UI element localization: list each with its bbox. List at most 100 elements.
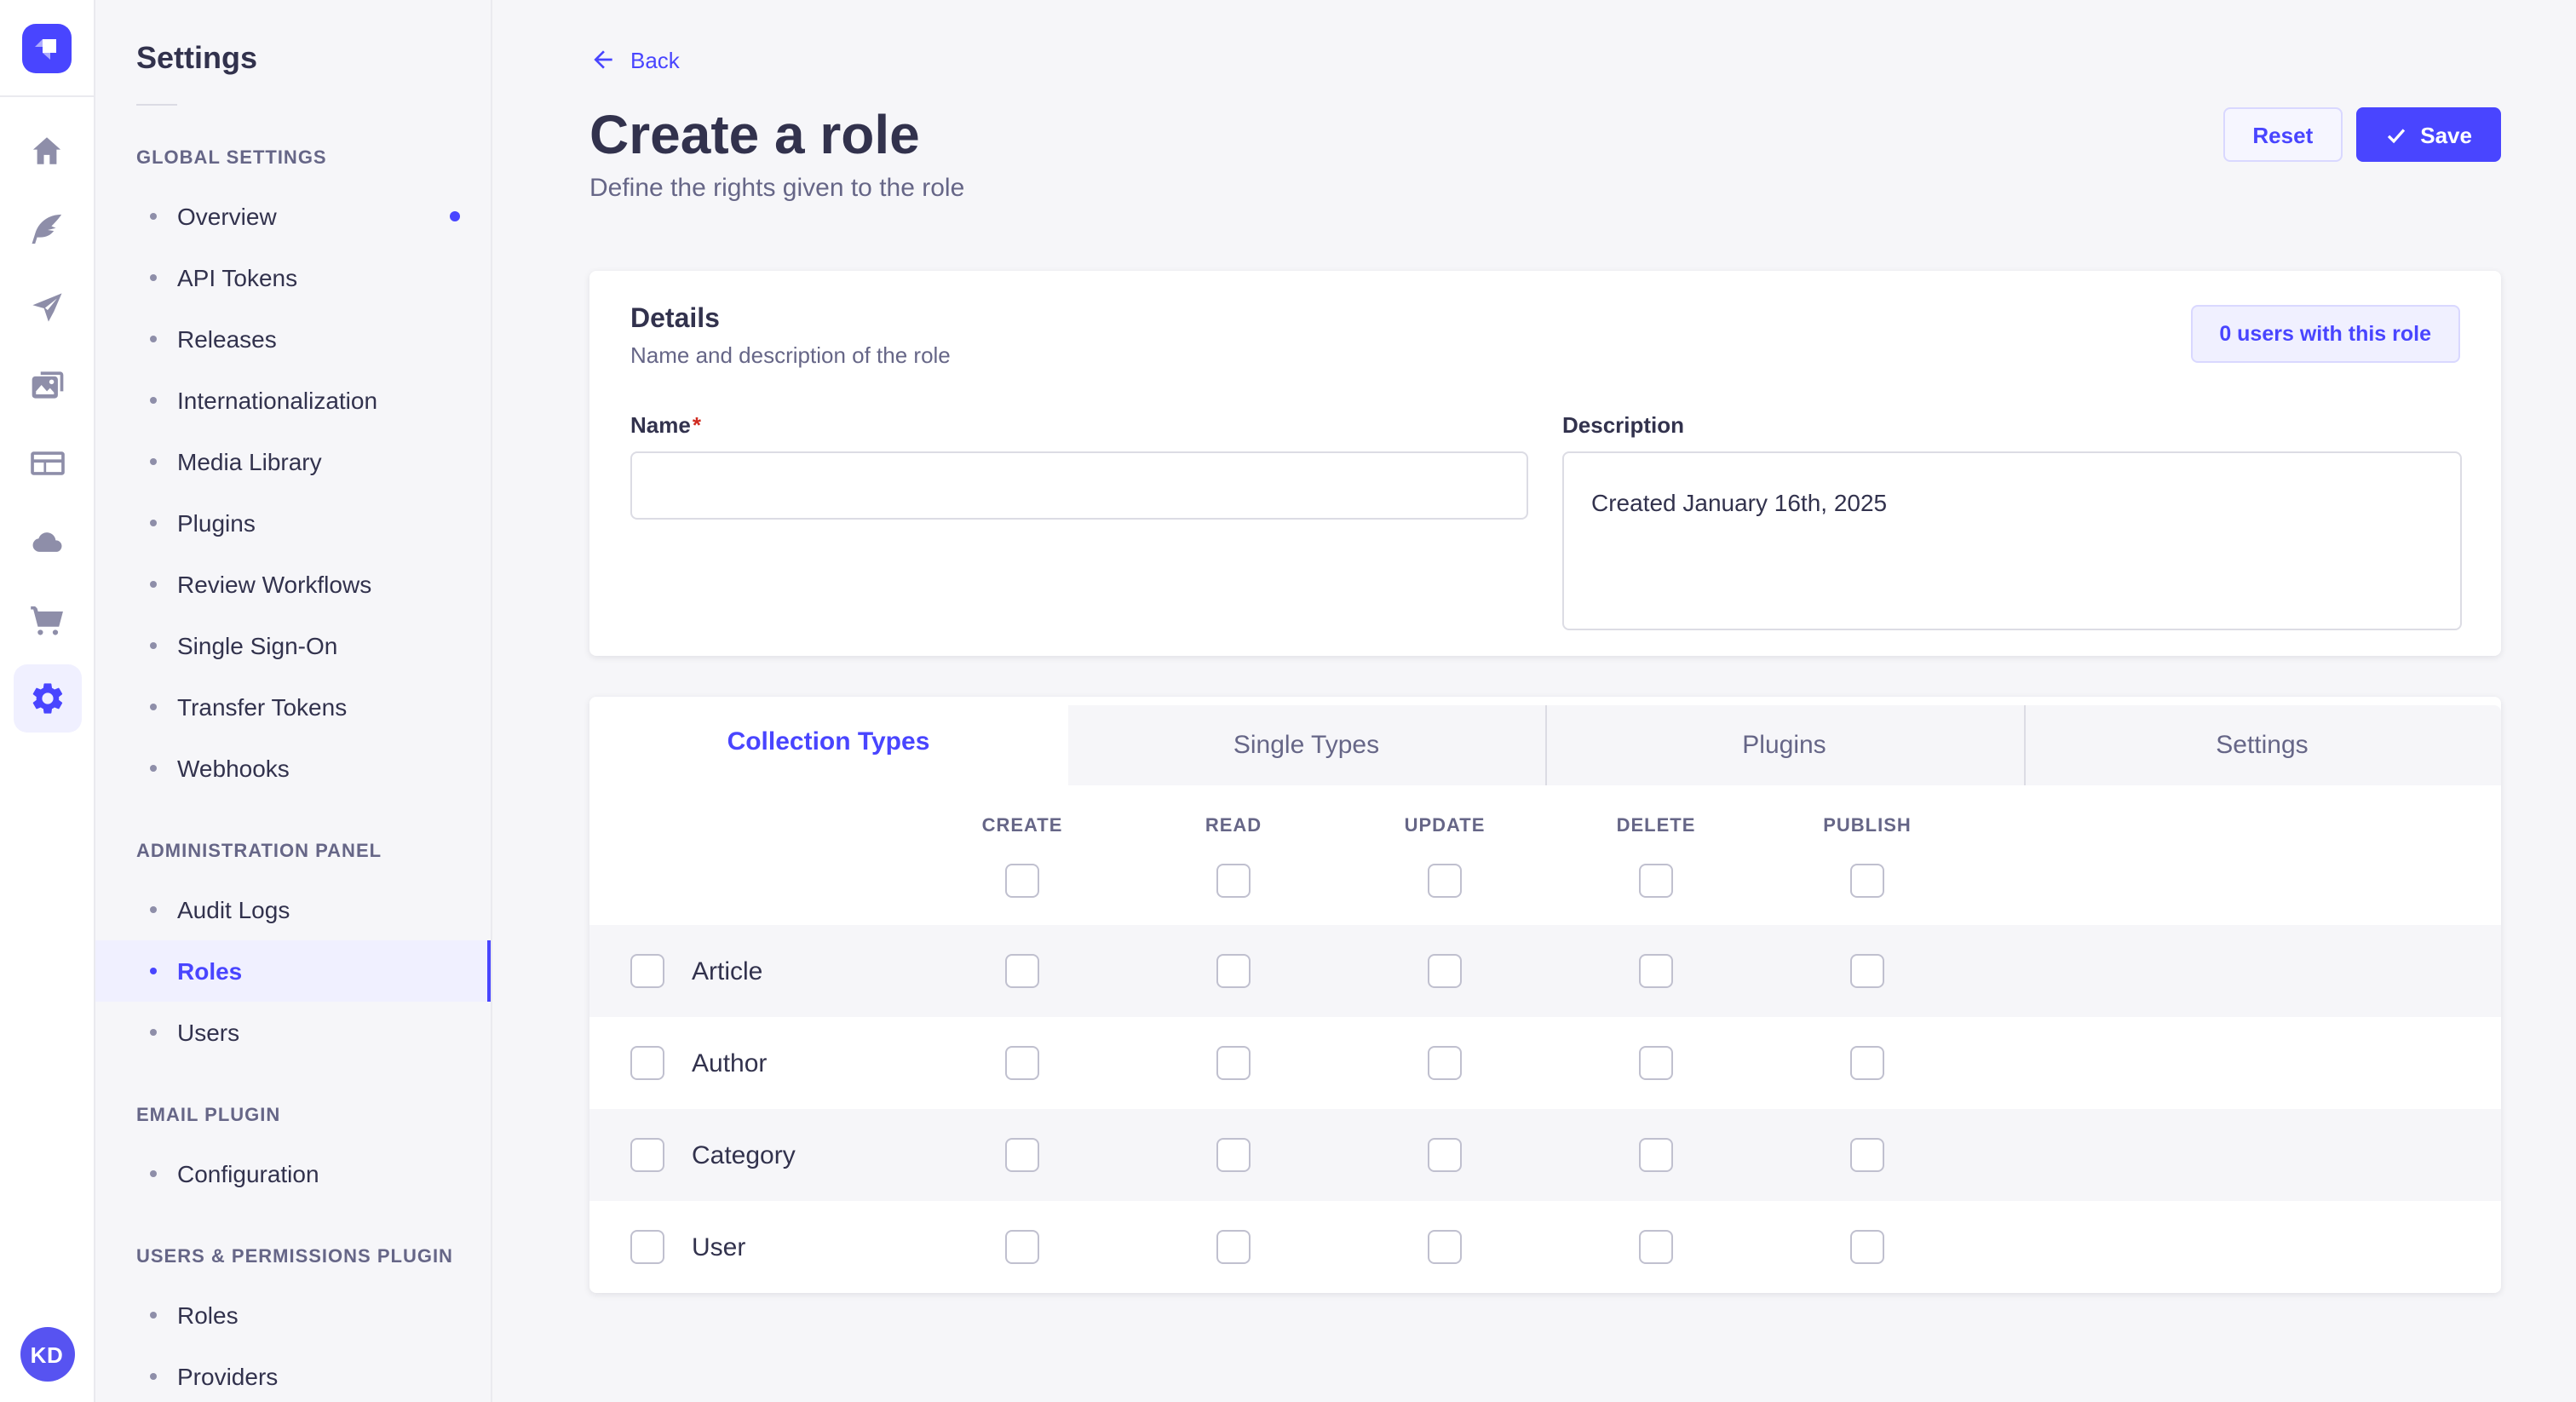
article-create-checkbox[interactable] (1005, 954, 1039, 988)
user-delete-checkbox[interactable] (1639, 1230, 1673, 1264)
strapi-logo-icon[interactable] (22, 23, 72, 72)
reset-button[interactable]: Reset (2223, 107, 2343, 162)
sidebar-item-releases[interactable]: Releases (95, 308, 491, 370)
section-email-plugin: EMAIL PLUGIN Configuration (95, 1106, 491, 1204)
article-publish-checkbox[interactable] (1850, 954, 1884, 988)
user-create-checkbox[interactable] (1005, 1230, 1039, 1264)
bullet-icon (150, 704, 157, 710)
bullet-icon (150, 906, 157, 913)
save-button[interactable]: Save (2355, 107, 2501, 162)
section-global-settings: GLOBAL SETTINGS Overview API Tokens Rele… (95, 148, 491, 799)
column-header-update: UPDATE (1404, 816, 1486, 836)
bullet-icon (150, 1029, 157, 1036)
select-all-update-checkbox[interactable] (1428, 864, 1462, 898)
description-textarea[interactable]: Created January 16th, 2025 (1562, 451, 2462, 630)
tab-single-types[interactable]: Single Types (1067, 705, 1545, 785)
required-asterisk: * (692, 412, 701, 438)
description-label: Description (1562, 412, 1685, 438)
icon-rail: KD (0, 0, 95, 1402)
article-update-checkbox[interactable] (1428, 954, 1462, 988)
select-all-read-checkbox[interactable] (1216, 864, 1251, 898)
sidebar-item-roles-up[interactable]: Roles (95, 1284, 491, 1346)
section-users-permissions-plugin: USERS & PERMISSIONS PLUGIN Roles Provide… (95, 1247, 491, 1402)
row-select-checkbox[interactable] (630, 1138, 664, 1172)
sidebar-item-transfer-tokens[interactable]: Transfer Tokens (95, 676, 491, 738)
page-subtitle: Define the rights given to the role (589, 174, 965, 203)
sidebar-item-overview[interactable]: Overview (95, 186, 491, 247)
tab-settings[interactable]: Settings (2023, 705, 2501, 785)
column-header-delete: DELETE (1616, 816, 1696, 836)
column-header-read: READ (1205, 816, 1262, 836)
cloud-icon[interactable] (13, 508, 81, 576)
tab-collection-types[interactable]: Collection Types (589, 697, 1067, 785)
user-avatar[interactable]: KD (20, 1327, 74, 1382)
column-header-create: CREATE (981, 816, 1063, 836)
select-all-create-checkbox[interactable] (1005, 864, 1039, 898)
users-with-role-button[interactable]: 0 users with this role (2190, 305, 2460, 363)
section-label: GLOBAL SETTINGS (136, 148, 327, 169)
author-delete-checkbox[interactable] (1639, 1046, 1673, 1080)
permissions-card: Collection Types Single Types Plugins Se… (589, 697, 2501, 1293)
subnav-divider (136, 104, 177, 106)
user-update-checkbox[interactable] (1428, 1230, 1462, 1264)
row-select-checkbox[interactable] (630, 1230, 664, 1264)
article-read-checkbox[interactable] (1216, 954, 1251, 988)
category-read-checkbox[interactable] (1216, 1138, 1251, 1172)
marketplace-cart-icon[interactable] (13, 586, 81, 654)
user-publish-checkbox[interactable] (1850, 1230, 1884, 1264)
tab-plugins[interactable]: Plugins (1545, 705, 2023, 785)
sidebar-item-api-tokens[interactable]: API Tokens (95, 247, 491, 308)
user-read-checkbox[interactable] (1216, 1230, 1251, 1264)
column-header-publish: PUBLISH (1823, 816, 1912, 836)
media-images-icon[interactable] (13, 351, 81, 419)
row-select-checkbox[interactable] (630, 1046, 664, 1080)
section-label: USERS & PERMISSIONS PLUGIN (136, 1247, 453, 1267)
sidebar-item-configuration[interactable]: Configuration (95, 1143, 491, 1204)
row-select-checkbox[interactable] (630, 954, 664, 988)
category-delete-checkbox[interactable] (1639, 1138, 1673, 1172)
back-link[interactable]: Back (589, 46, 680, 73)
author-create-checkbox[interactable] (1005, 1046, 1039, 1080)
sidebar-item-providers[interactable]: Providers (95, 1346, 491, 1402)
bullet-icon (150, 968, 157, 974)
author-update-checkbox[interactable] (1428, 1046, 1462, 1080)
name-field-group: Name * (630, 411, 1528, 639)
feather-content-icon[interactable] (13, 194, 81, 262)
sidebar-item-internationalization[interactable]: Internationalization (95, 370, 491, 431)
details-card: Details Name and description of the role… (589, 271, 2501, 656)
author-read-checkbox[interactable] (1216, 1046, 1251, 1080)
author-publish-checkbox[interactable] (1850, 1046, 1884, 1080)
rail-icon-list (13, 97, 81, 733)
paper-plane-icon[interactable] (13, 273, 81, 341)
permissions-table-header: CREATE READ UPDATE DELETE PUBLISH (589, 785, 2501, 925)
bullet-icon (150, 581, 157, 588)
table-row-user: User (589, 1201, 2501, 1293)
table-row-article: Article (589, 925, 2501, 1017)
bullet-icon (150, 642, 157, 649)
bullet-icon (150, 1170, 157, 1177)
layout-icon[interactable] (13, 429, 81, 497)
select-all-delete-checkbox[interactable] (1639, 864, 1673, 898)
settings-subnav: Settings GLOBAL SETTINGS Overview API To… (95, 0, 492, 1402)
permissions-tabs: Collection Types Single Types Plugins Se… (589, 697, 2501, 785)
sidebar-item-users[interactable]: Users (95, 1002, 491, 1063)
sidebar-item-webhooks[interactable]: Webhooks (95, 738, 491, 799)
section-label: EMAIL PLUGIN (136, 1106, 281, 1126)
bullet-icon (150, 274, 157, 281)
sidebar-item-audit-logs[interactable]: Audit Logs (95, 879, 491, 940)
sidebar-item-plugins[interactable]: Plugins (95, 492, 491, 554)
sidebar-item-single-sign-on[interactable]: Single Sign-On (95, 615, 491, 676)
category-publish-checkbox[interactable] (1850, 1138, 1884, 1172)
table-row-author: Author (589, 1017, 2501, 1109)
home-icon[interactable] (13, 116, 81, 184)
sidebar-item-roles-admin[interactable]: Roles (95, 940, 491, 1002)
settings-gear-icon[interactable] (13, 664, 81, 733)
article-delete-checkbox[interactable] (1639, 954, 1673, 988)
logo-section (0, 0, 94, 97)
select-all-publish-checkbox[interactable] (1850, 864, 1884, 898)
category-create-checkbox[interactable] (1005, 1138, 1039, 1172)
category-update-checkbox[interactable] (1428, 1138, 1462, 1172)
sidebar-item-media-library[interactable]: Media Library (95, 431, 491, 492)
name-input[interactable] (630, 451, 1528, 520)
sidebar-item-review-workflows[interactable]: Review Workflows (95, 554, 491, 615)
